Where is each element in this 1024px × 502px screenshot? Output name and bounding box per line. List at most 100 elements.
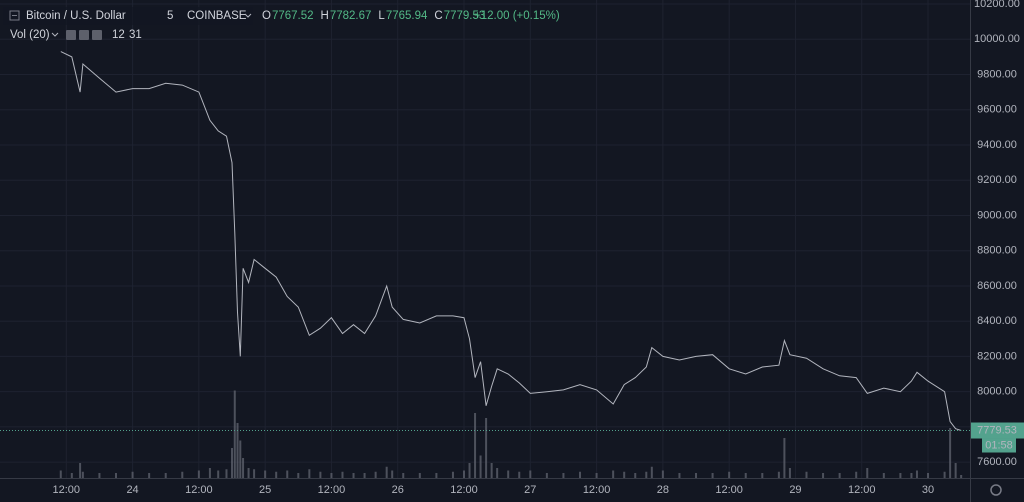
volume-bar (623, 471, 626, 478)
x-tick-label: 27 (524, 484, 536, 496)
y-tick-label: 9400.00 (977, 139, 1017, 151)
volume-bar (949, 428, 952, 478)
price-tag-label: 7779.53 (977, 424, 1017, 436)
volume-bar (744, 473, 747, 478)
volume-bar (711, 473, 714, 478)
collapse-icon[interactable] (9, 10, 20, 21)
volume-bar (612, 470, 615, 478)
volume-bar (910, 473, 913, 478)
y-tick-label: 8200.00 (977, 350, 1017, 362)
volume-bar (650, 466, 653, 478)
settings-gear[interactable] (990, 484, 1002, 496)
volume-bar (943, 471, 946, 478)
symbol[interactable]: Bitcoin / U.S. Dollar (26, 10, 126, 22)
volume-bar (208, 468, 211, 478)
volume-bar (363, 473, 366, 478)
volume-bar (915, 470, 918, 478)
volume-bar (217, 470, 220, 478)
x-tick-label: 26 (392, 484, 404, 496)
x-tick-label: 29 (789, 484, 801, 496)
volume-bar (855, 471, 858, 478)
ohlc-value: 7782.67 (330, 10, 372, 22)
ohlc-label: H (321, 10, 329, 22)
y-tick-label: 8800.00 (977, 245, 1017, 257)
volume-bar (330, 473, 333, 478)
volume-bar (385, 466, 388, 478)
volume-bar (695, 473, 698, 478)
volume-bar (59, 470, 62, 478)
volume-bar (115, 473, 118, 478)
volume-bar (634, 473, 637, 478)
x-tick-label: 12:00 (53, 484, 81, 496)
dropdown-icon[interactable] (244, 13, 252, 18)
volume-bar (164, 473, 167, 478)
countdown: 01:58 (985, 439, 1013, 451)
y-tick-label: 8600.00 (977, 280, 1017, 292)
volume-bar (308, 469, 311, 478)
volume-bar (402, 473, 405, 478)
volume-bar (81, 471, 84, 478)
volume-bar (247, 468, 250, 478)
volume-bar (242, 458, 245, 478)
price-tag (971, 422, 1024, 439)
volume-bar (507, 470, 510, 478)
volume-label[interactable]: Vol (20) (10, 29, 50, 41)
volume-bar (479, 455, 482, 478)
volume-bar (838, 473, 841, 478)
settings-button[interactable] (79, 30, 89, 40)
volume-bar (777, 471, 780, 478)
volume-bar (562, 473, 565, 478)
volume-bar (805, 471, 808, 478)
volume-bar (181, 471, 184, 478)
volume-bar (529, 470, 532, 478)
volume-bar (341, 471, 344, 478)
ohlc-value: 7779.53 (444, 10, 486, 22)
volume-bar (239, 440, 242, 478)
x-tick-label: 28 (657, 484, 669, 496)
x-tick-label: 12:00 (450, 484, 478, 496)
volume-bar (253, 469, 256, 478)
hide-button[interactable] (66, 30, 76, 40)
volume-bar (98, 473, 101, 478)
volume-bar (899, 473, 902, 478)
x-tick-label: 12:00 (185, 484, 213, 496)
volume-bar (70, 473, 73, 478)
remove-button[interactable] (92, 30, 102, 40)
ohlc-value: 7765.94 (386, 10, 428, 22)
exchange[interactable]: COINBASE (187, 10, 247, 22)
volume-bar (678, 473, 681, 478)
y-tick-label: 10200.00 (974, 0, 1020, 10)
dropdown-icon[interactable] (51, 32, 59, 37)
volume-bar (783, 438, 786, 478)
y-tick-label: 9000.00 (977, 209, 1017, 221)
volume-bar (225, 469, 228, 478)
volume-bar (231, 448, 234, 478)
volume-value: 12 (112, 29, 125, 41)
volume-bar (645, 471, 648, 478)
volume-bar (661, 470, 664, 478)
volume-bar (954, 463, 957, 478)
change: +12.00 (+0.15%) (474, 10, 560, 22)
interval[interactable]: 5 (167, 10, 173, 22)
volume-bar (761, 473, 764, 478)
ohlc-label: C (434, 10, 442, 22)
x-tick-label: 24 (126, 484, 138, 496)
x-tick-label: 12:00 (715, 484, 743, 496)
x-tick-label: 30 (922, 484, 934, 496)
y-tick-label: 9200.00 (977, 174, 1017, 186)
volume-bar (148, 473, 151, 478)
volume-bar (474, 413, 477, 478)
volume-bar (79, 463, 82, 478)
volume-bar (485, 418, 488, 478)
volume-bar (866, 468, 869, 478)
y-tick-label: 9600.00 (977, 104, 1017, 116)
volume-bar (233, 390, 236, 478)
countdown-tag (982, 438, 1016, 453)
volume-bar (264, 470, 267, 478)
volume-bar (435, 473, 438, 478)
volume-bar (286, 470, 289, 478)
volume-bar (882, 473, 885, 478)
volume-bar (275, 471, 278, 478)
legend-backdrop (3, 7, 253, 25)
